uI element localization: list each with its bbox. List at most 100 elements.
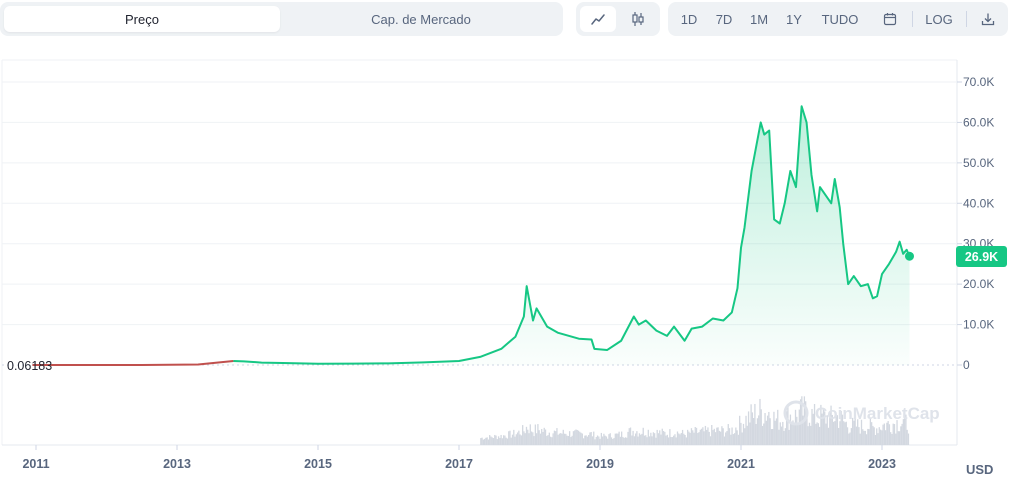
tab-price[interactable]: Preço (4, 6, 280, 32)
volume-bar (769, 418, 771, 445)
range-all-button[interactable]: TUDO (821, 11, 859, 27)
volume-bar (760, 409, 762, 445)
volume-bar (850, 428, 852, 445)
volume-bar (615, 433, 618, 445)
volume-bar (547, 435, 549, 445)
volume-bar (766, 415, 769, 445)
range-1m-button[interactable]: 1M (749, 11, 769, 27)
volume-bar (732, 434, 734, 445)
volume-bar (712, 430, 714, 445)
volume-bar (840, 410, 842, 445)
volume-bar (618, 431, 620, 445)
tab-market-cap[interactable]: Cap. de Mercado (371, 11, 471, 27)
volume-bar (643, 435, 646, 445)
volume-bar (626, 437, 628, 445)
volume-bar (737, 434, 740, 445)
volume-bar (905, 414, 907, 445)
price-area (32, 106, 910, 366)
volume-bar (546, 435, 548, 445)
log-scale-button[interactable]: LOG (925, 11, 953, 27)
volume-bar (824, 411, 826, 445)
volume-bar (725, 432, 727, 445)
volume-bar (636, 431, 638, 445)
volume-bar (679, 434, 681, 445)
volume-bar (704, 425, 707, 445)
range-1d-button[interactable]: 1D (680, 11, 698, 27)
line-chart-button[interactable] (580, 6, 616, 32)
volume-bar (713, 428, 715, 445)
volume-bar (878, 427, 880, 445)
volume-bar (783, 430, 785, 445)
volume-bar (522, 425, 524, 445)
volume-bar (692, 430, 694, 445)
volume-bar (871, 422, 873, 445)
y-tick-label: 70.0K (963, 75, 994, 89)
volume-bar (697, 433, 699, 445)
volume-bar (673, 435, 675, 445)
volume-bar (759, 398, 761, 445)
volume-bar (595, 436, 597, 445)
volume-bar (756, 418, 759, 445)
x-tick-label: 2011 (22, 457, 49, 471)
volume-bar (698, 432, 700, 445)
volume-bar (803, 396, 806, 445)
volume-bar (688, 431, 690, 445)
volume-bar (678, 433, 680, 445)
line-chart-icon (591, 14, 605, 25)
calendar-button[interactable] (874, 6, 906, 32)
volume-bar (681, 429, 684, 445)
volume-bar (612, 439, 614, 445)
range-7d-button[interactable]: 7D (715, 11, 733, 27)
volume-bar (860, 419, 863, 445)
current-price-label: 26.9K (965, 250, 998, 264)
volume-bar (815, 423, 817, 445)
volume-bar (619, 436, 622, 445)
volume-bar (524, 433, 526, 445)
volume-bar (903, 412, 906, 445)
volume-bar (711, 425, 713, 445)
volume-bar (892, 423, 894, 445)
volume-bar (594, 439, 596, 445)
volume-bar (774, 420, 776, 445)
volume-bar (907, 433, 910, 445)
volume-bar (731, 427, 733, 445)
volume-bar (500, 434, 502, 445)
volume-bar (799, 399, 802, 445)
volume-bar (832, 421, 835, 445)
price-line-early (32, 359, 234, 366)
volume-bar (822, 408, 825, 445)
volume-bar (876, 428, 878, 445)
volume-bar (674, 434, 676, 445)
volume-bar (707, 427, 709, 445)
y-tick-label: 50.0K (963, 156, 994, 170)
volume-bar (495, 435, 497, 445)
volume-bar (779, 422, 781, 445)
volume-bar (744, 428, 746, 445)
volume-bar (770, 429, 773, 445)
volume-bar (838, 427, 840, 445)
candlestick-button[interactable] (620, 6, 656, 32)
volume-bar (751, 412, 754, 445)
volume-bar (777, 409, 779, 445)
volume-bar (793, 423, 795, 445)
volume-bar (900, 426, 902, 445)
volume-bar (638, 433, 641, 445)
x-tick-label: 2013 (163, 457, 191, 471)
volume-bar (520, 435, 523, 445)
volume-bar (593, 431, 595, 445)
volume-bar (659, 430, 661, 445)
volume-bar (811, 408, 813, 445)
volume-bar (761, 425, 764, 445)
y-tick-label: 0 (963, 358, 970, 372)
price-line (233, 105, 911, 365)
volume-bar (657, 433, 660, 445)
volume-bar (553, 430, 556, 445)
range-1y-button[interactable]: 1Y (786, 11, 802, 27)
volume-bar (525, 426, 528, 445)
volume-bar (805, 401, 807, 445)
volume-bar (851, 417, 854, 445)
volume-bar (740, 422, 742, 445)
volume-bar (723, 436, 726, 445)
download-button[interactable] (972, 6, 1004, 32)
volume-bar (609, 433, 611, 445)
